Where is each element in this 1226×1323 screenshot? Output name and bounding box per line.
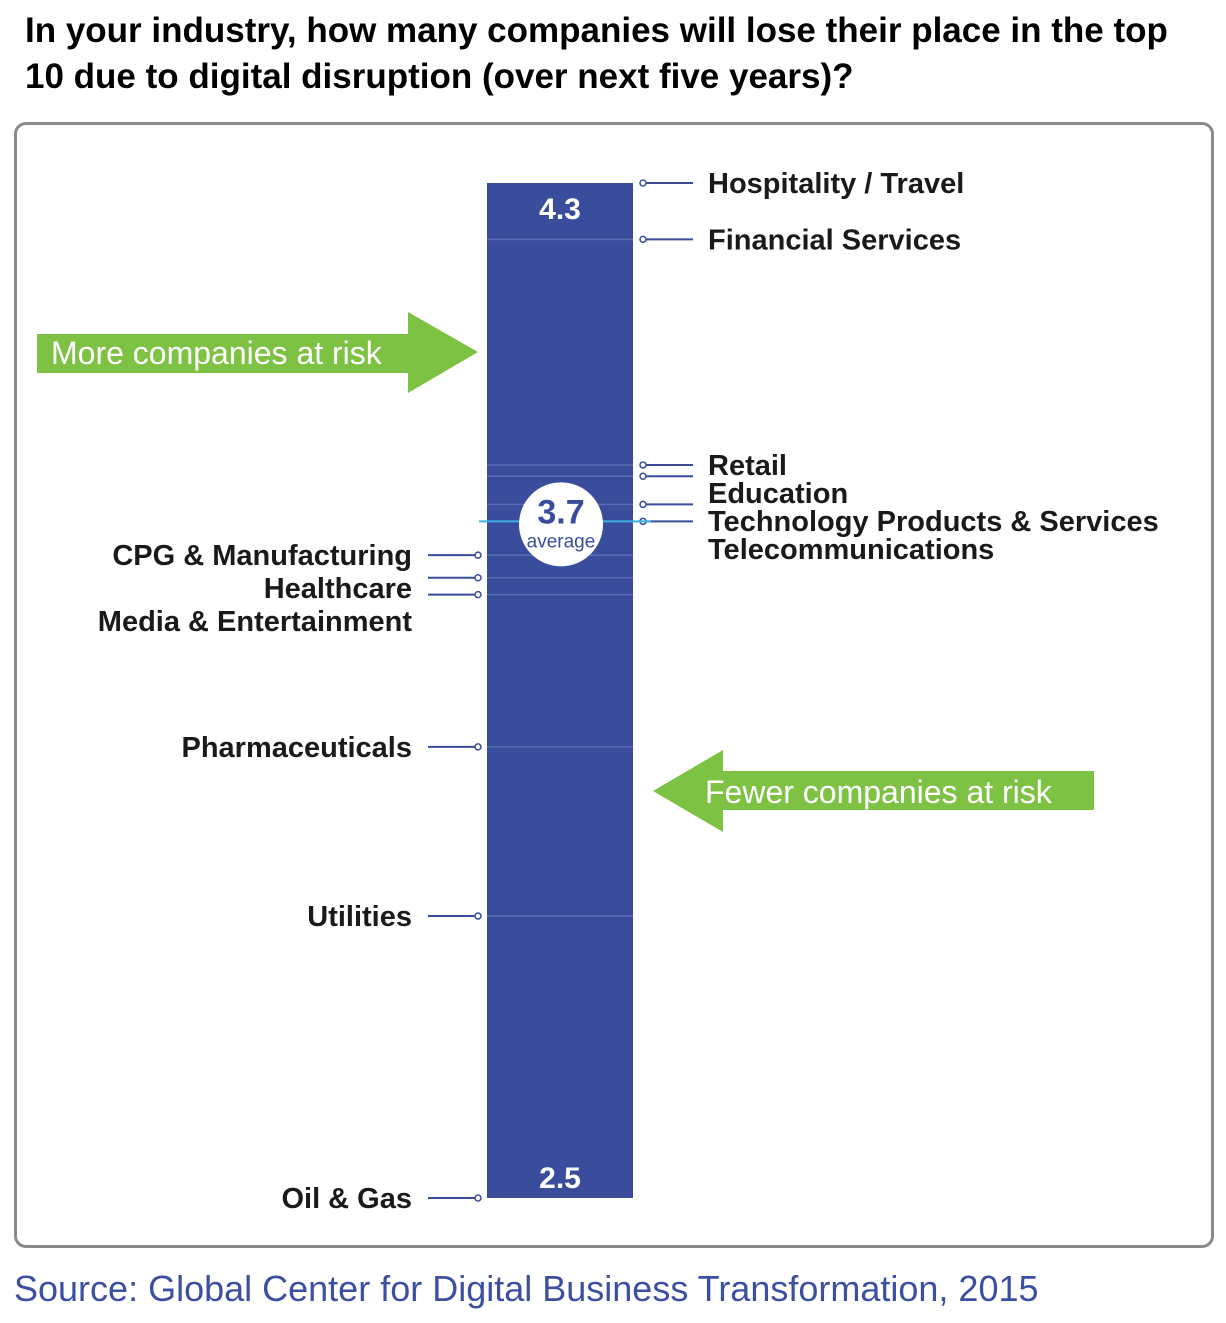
industry-leader-dot — [639, 235, 647, 244]
industry-label: Retail — [708, 450, 787, 482]
fewer-risk-arrow-shape — [653, 750, 1094, 832]
industry-label: Education — [708, 478, 848, 510]
more-risk-arrow: More companies at risk — [37, 312, 478, 393]
industry-label: Financial Services — [708, 224, 961, 256]
industry-leader-dot — [639, 472, 647, 480]
more-risk-arrow-label: More companies at risk — [51, 335, 383, 371]
industry-leader-dot — [474, 590, 482, 599]
industry-leader-dot — [474, 573, 482, 582]
industry-label: Hospitality / Travel — [708, 168, 964, 200]
industry-label: Oil & Gas — [281, 1183, 412, 1215]
industry-leader-dot — [474, 912, 482, 920]
average-value: 3.7 — [537, 493, 584, 531]
industry-leader-dot — [639, 461, 647, 469]
industry-leader-dot — [474, 1194, 482, 1202]
industry-label: Healthcare — [264, 573, 412, 605]
top-value-label: 4.3 — [539, 193, 581, 226]
source-note: Source: Global Center for Digital Busine… — [14, 1268, 1039, 1309]
fewer-risk-arrow-label: Fewer companies at risk — [705, 774, 1053, 810]
industry-label: CPG & Manufacturing — [112, 540, 412, 572]
average-caption: average — [527, 531, 596, 552]
fewer-risk-arrow: Fewer companies at risk — [653, 750, 1094, 832]
bottom-value-label: 2.5 — [539, 1162, 581, 1195]
more-risk-arrow-shape — [37, 312, 478, 393]
industry-leader-dot — [474, 551, 482, 559]
scale-bar — [487, 183, 633, 1198]
industry-labels: Hospitality / Travel Financial Services Re… — [98, 168, 1159, 1215]
industry-leaders — [428, 179, 693, 1202]
industry-label: Media & Entertainment — [98, 606, 413, 638]
industry-label: Technology Products & Services — [708, 506, 1159, 538]
average-marker — [519, 482, 603, 567]
industry-label: Pharmaceuticals — [181, 732, 412, 764]
industry-label: Telecommunications — [708, 534, 994, 566]
industry-label: Utilities — [307, 901, 412, 933]
industry-leader-dot — [639, 500, 647, 509]
chart-title: In your industry, how many companies wil… — [25, 11, 1168, 96]
industry-leader-dot — [639, 179, 647, 187]
industry-leader-dot — [474, 743, 482, 751]
